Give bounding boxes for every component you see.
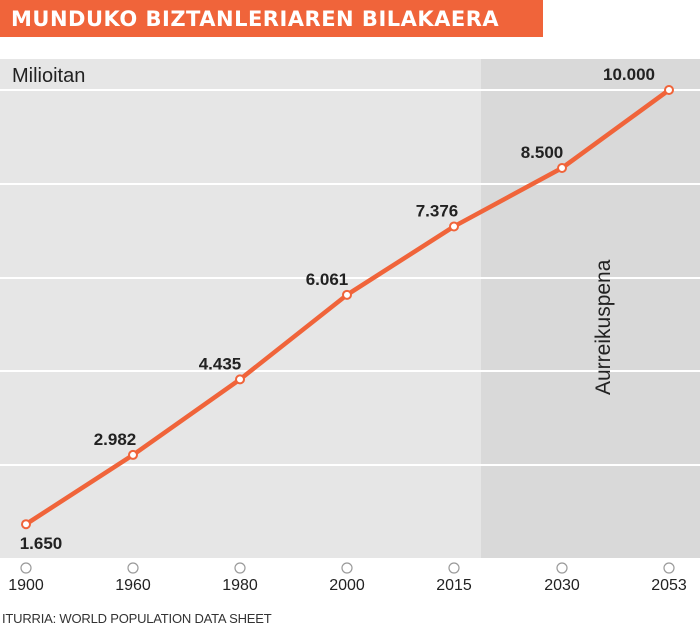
x-tick-label-1980: 1980 [222,577,258,594]
x-tick-label-2000: 2000 [329,577,365,594]
data-point-1900 [21,519,31,530]
x-tick-label-1960: 1960 [115,577,151,594]
chart-title: MUNDUKO BIZTANLERIAREN BILAKAERA [11,6,500,31]
projection-panel [481,59,700,558]
x-tick-label-2030: 2030 [544,577,580,594]
data-points [21,85,674,530]
x-tick-marker-2053 [663,562,675,574]
source-note: ITURRIA: WORLD POPULATION DATA SHEET [2,611,272,626]
x-tick-label-2053: 2053 [651,577,687,594]
data-label-2053: 10.000 [603,65,655,84]
data-label-1960: 2.982 [94,430,137,449]
data-label-2015: 7.376 [416,201,459,220]
data-labels: 1.650 2.982 4.435 6.061 7.376 8.500 10.000 [20,65,655,553]
unit-label: Milioitan [12,65,85,87]
data-point-1960 [128,449,138,460]
data-point-2000 [342,289,352,300]
data-label-2030: 8.500 [521,143,564,162]
x-tick-marker-1900 [20,562,32,574]
x-tick-marker-2015 [448,562,460,574]
data-label-2000: 6.061 [306,270,349,289]
x-tick-marker-1980 [234,562,246,574]
x-tick-label-2015: 2015 [436,577,472,594]
data-point-2030 [557,163,567,173]
x-tick-label-1900: 1900 [8,577,44,594]
data-point-2015 [449,221,459,232]
x-tick-marker-1960 [127,562,139,574]
x-tick-marker-2030 [556,562,568,574]
title-banner: MUNDUKO BIZTANLERIAREN BILAKAERA [0,0,543,37]
data-label-1900: 1.650 [20,534,63,553]
data-point-1980 [235,374,245,385]
x-axis-ticks: 1900 1960 1980 2000 2015 2030 2053 [8,562,687,594]
x-tick-marker-2000 [341,562,353,574]
data-label-1980: 4.435 [199,354,242,373]
data-point-2053 [664,85,674,95]
projection-label: Aurreikuspena [592,259,615,395]
